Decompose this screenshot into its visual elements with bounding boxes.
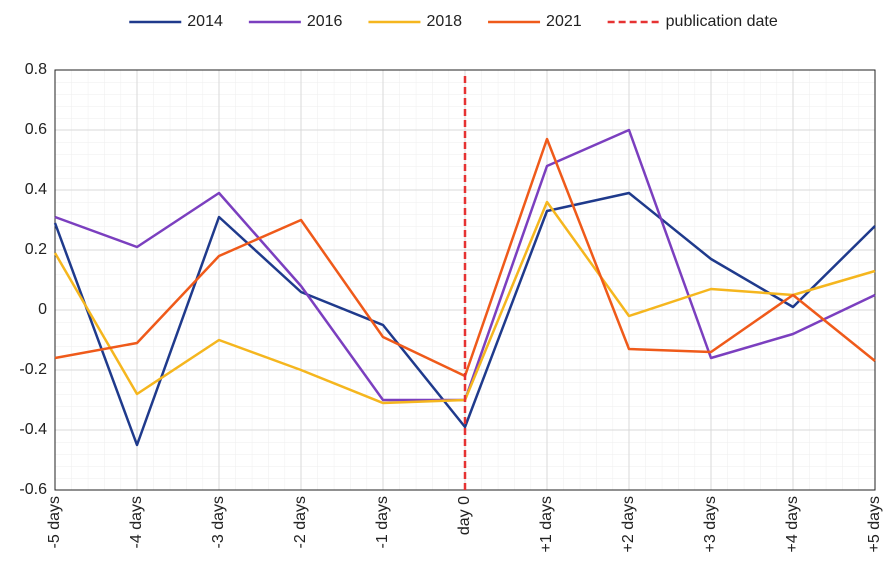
x-tick-label: -5 days xyxy=(46,496,63,548)
x-tick-label: -4 days xyxy=(128,496,145,548)
x-tick-label: -3 days xyxy=(210,496,227,548)
series-line xyxy=(53,191,876,447)
legend-label: 2021 xyxy=(546,13,582,30)
x-tick-label: +2 days xyxy=(620,496,637,552)
x-tick-label: +5 days xyxy=(866,496,883,552)
y-tick-label: -0.2 xyxy=(19,361,47,378)
x-tick-label: -1 days xyxy=(374,496,391,548)
y-tick-label: -0.4 xyxy=(19,421,47,438)
y-tick-label: 0.8 xyxy=(25,61,47,78)
legend-label: publication date xyxy=(666,13,778,30)
legend-label: 2014 xyxy=(187,13,223,30)
x-tick-label: +4 days xyxy=(784,496,801,552)
legend-label: 2018 xyxy=(426,13,462,30)
legend-label: 2016 xyxy=(307,13,343,30)
y-tick-label: 0.6 xyxy=(25,121,47,138)
x-tick-label: +3 days xyxy=(702,496,719,552)
y-tick-label: 0.4 xyxy=(25,181,47,198)
x-tick-label: -2 days xyxy=(292,496,309,548)
x-tick-label: +1 days xyxy=(538,496,555,552)
x-tick-label: day 0 xyxy=(456,496,473,535)
y-tick-label: -0.6 xyxy=(19,481,47,498)
y-tick-label: 0.2 xyxy=(25,241,47,258)
y-tick-label: 0 xyxy=(38,301,47,318)
